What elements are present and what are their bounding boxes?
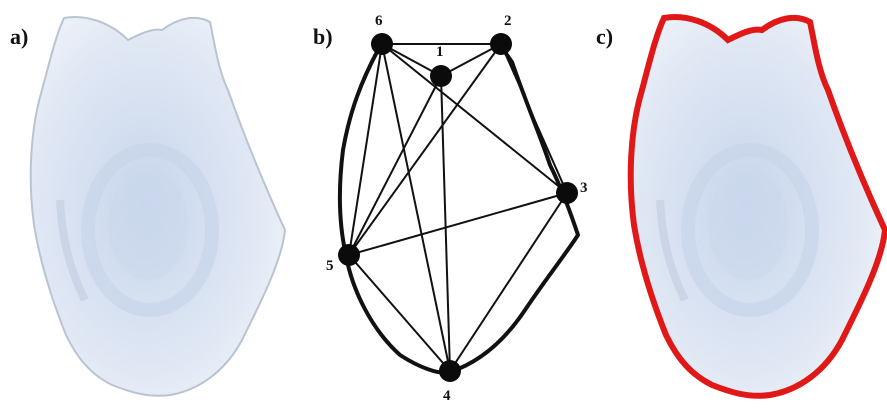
landmark-node-4 [439,360,461,382]
landmark-node-1 [430,65,452,87]
connection-3-4 [449,192,568,372]
landmark-label-6: 6 [375,13,383,29]
connection-2-3 [500,43,568,194]
connection-2-5 [348,43,502,256]
panel-label-c: c) [596,24,613,49]
panel-c-outlined-scale [631,17,885,396]
landmark-label-4: 4 [443,388,451,404]
landmark-node-2 [490,33,512,55]
panel-a-scale-photo [29,15,287,397]
connection-6-5 [348,43,383,256]
connection-1-2 [440,43,502,77]
landmark-node-6 [371,33,393,55]
connection-6-1 [381,43,442,77]
connection-6-4 [381,43,451,372]
landmark-label-2: 2 [504,13,512,29]
landmark-node-3 [556,182,578,204]
connection-1-4 [440,75,451,372]
panel-b-landmark-diagram: 1 2 3 4 5 6 [326,13,588,404]
connection-1-5 [348,75,442,256]
landmark-label-1: 1 [436,44,444,60]
connection-5-4 [348,254,451,372]
landmark-label-3: 3 [580,180,588,196]
connection-6-3 [381,43,568,194]
landmark-node-5 [338,244,360,266]
panel-label-a: a) [10,24,28,49]
landmark-nodes: 1 2 3 4 5 6 [326,13,588,404]
panel-label-b: b) [313,24,333,49]
landmark-label-5: 5 [326,258,334,274]
scale-outline-black [337,43,580,375]
landmark-connections [348,43,568,372]
connection-5-3 [348,192,568,256]
